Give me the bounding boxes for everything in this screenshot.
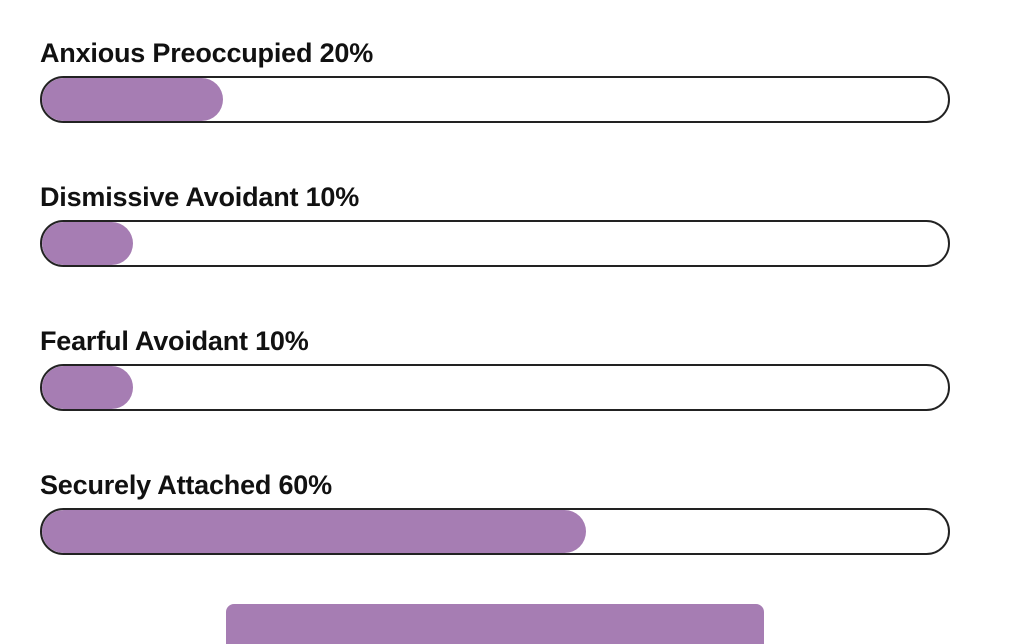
progress-track bbox=[40, 220, 950, 267]
progress-track bbox=[40, 76, 950, 123]
result-securely-attached: Securely Attached 60% bbox=[40, 466, 950, 610]
progress-track bbox=[40, 508, 950, 555]
result-label: Securely Attached 60% bbox=[40, 470, 332, 500]
result-fearful-avoidant: Fearful Avoidant 10% bbox=[40, 322, 950, 466]
result-label: Fearful Avoidant 10% bbox=[40, 326, 309, 356]
progress-fill bbox=[42, 510, 586, 553]
action-button[interactable] bbox=[226, 604, 764, 644]
attachment-results: Anxious Preoccupied 20% Dismissive Avoid… bbox=[40, 34, 950, 610]
progress-fill bbox=[42, 78, 224, 121]
result-label: Dismissive Avoidant 10% bbox=[40, 182, 360, 212]
result-anxious-preoccupied: Anxious Preoccupied 20% bbox=[40, 34, 950, 178]
result-dismissive-avoidant: Dismissive Avoidant 10% bbox=[40, 178, 950, 322]
progress-track bbox=[40, 364, 950, 411]
progress-fill bbox=[42, 222, 133, 265]
result-label: Anxious Preoccupied 20% bbox=[40, 38, 374, 68]
progress-fill bbox=[42, 366, 133, 409]
